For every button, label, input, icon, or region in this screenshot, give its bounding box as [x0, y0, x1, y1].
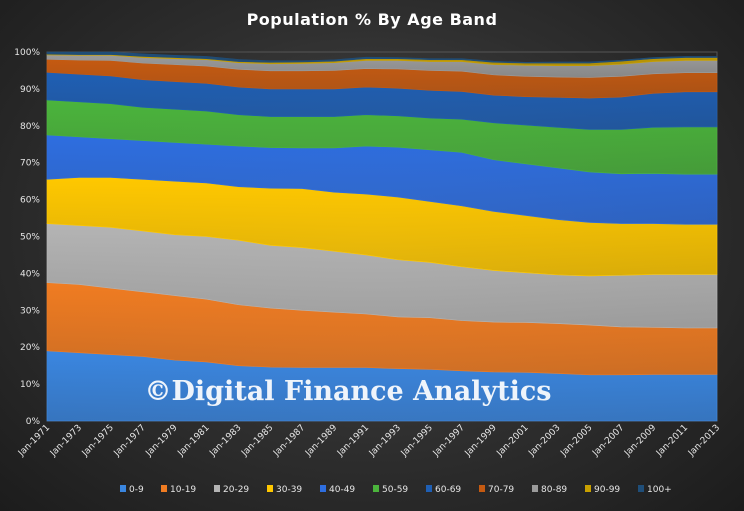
legend-label-40-49: 40-49: [329, 485, 355, 495]
legend-label-30-39: 30-39: [276, 485, 302, 495]
x-tick-label: Jan-1973: [48, 423, 84, 459]
legend-label-70-79: 70-79: [488, 485, 514, 495]
y-tick-label: 0%: [26, 417, 41, 427]
legend-label-0-9: 0-9: [129, 485, 144, 495]
x-tick-label: Jan-2007: [590, 423, 626, 459]
legend-swatch-100+: [638, 485, 644, 492]
y-tick-label: 20%: [20, 343, 40, 353]
y-tick-label: 100%: [14, 48, 40, 58]
x-tick-label: Jan-1997: [431, 423, 467, 459]
x-tick-label: Jan-1987: [271, 423, 307, 459]
legend-swatch-90-99: [585, 485, 591, 492]
legend-swatch-60-69: [426, 485, 432, 492]
x-tick-label: Jan-1993: [367, 423, 403, 459]
legend-label-60-69: 60-69: [435, 485, 461, 495]
x-tick-label: Jan-1979: [144, 423, 180, 459]
legend-swatch-30-39: [267, 485, 273, 492]
y-tick-label: 30%: [20, 306, 40, 316]
x-tick-label: Jan-1971: [16, 423, 52, 459]
legend-label-10-19: 10-19: [170, 485, 196, 495]
x-tick-label: Jan-2005: [558, 423, 594, 459]
chart-title: Population % By Age Band: [246, 10, 498, 29]
legend-swatch-70-79: [479, 485, 485, 492]
legend-label-50-59: 50-59: [382, 485, 408, 495]
y-tick-label: 90%: [20, 85, 40, 95]
x-tick-label: Jan-1989: [303, 423, 339, 459]
area-series-100+: [46, 51, 718, 64]
legend-swatch-80-89: [532, 485, 538, 492]
legend-swatch-10-19: [161, 485, 167, 492]
y-tick-label: 40%: [20, 269, 40, 279]
x-tick-label: Jan-2009: [622, 423, 658, 459]
x-tick-label: Jan-1995: [399, 423, 435, 459]
x-tick-label: Jan-2011: [654, 423, 690, 459]
legend-swatch-0-9: [120, 485, 126, 492]
x-tick-label: Jan-1985: [239, 423, 275, 459]
x-tick-label: Jan-1977: [112, 423, 148, 459]
x-tick-label: Jan-2001: [495, 423, 531, 459]
legend-label-80-89: 80-89: [541, 485, 567, 495]
x-tick-label: Jan-1981: [176, 423, 212, 459]
x-tick-label: Jan-1983: [207, 423, 243, 459]
x-tick-label: Jan-1999: [463, 423, 499, 459]
watermark-text: ©Digital Finance Analytics: [144, 376, 551, 407]
y-tick-label: 50%: [20, 233, 40, 243]
legend-swatch-40-49: [320, 485, 326, 492]
y-tick-label: 70%: [20, 159, 40, 169]
legend-label-90-99: 90-99: [594, 485, 620, 495]
legend-swatch-50-59: [373, 485, 379, 492]
x-tick-label: Jan-2003: [527, 423, 563, 459]
y-tick-label: 80%: [20, 122, 40, 132]
y-tick-label: 10%: [20, 380, 40, 390]
legend-label-20-29: 20-29: [223, 485, 249, 495]
legend-label-100+: 100+: [647, 485, 672, 495]
x-tick-label: Jan-2013: [686, 423, 722, 459]
y-tick-label: 60%: [20, 196, 40, 206]
legend-swatch-20-29: [214, 485, 220, 492]
x-tick-label: Jan-1975: [80, 423, 116, 459]
x-tick-label: Jan-1991: [335, 423, 371, 459]
